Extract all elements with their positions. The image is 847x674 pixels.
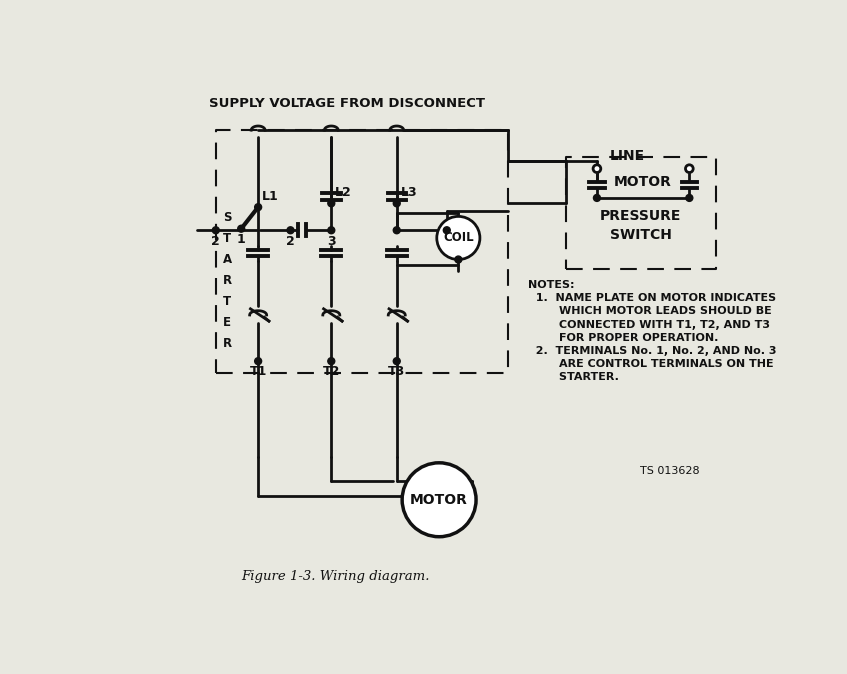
Circle shape xyxy=(455,256,462,263)
Circle shape xyxy=(685,165,693,173)
Text: L1: L1 xyxy=(262,189,279,203)
Text: S
T
A
R
T
E
R: S T A R T E R xyxy=(223,211,232,350)
Text: 3: 3 xyxy=(327,235,335,247)
Text: WHICH MOTOR LEADS SHOULD BE: WHICH MOTOR LEADS SHOULD BE xyxy=(528,307,772,317)
Circle shape xyxy=(437,216,480,259)
Text: COIL: COIL xyxy=(443,231,473,245)
Text: T1: T1 xyxy=(250,365,267,377)
Text: CONNECTED WITH T1, T2, AND T3: CONNECTED WITH T1, T2, AND T3 xyxy=(528,319,770,330)
Circle shape xyxy=(443,226,451,234)
Text: 1: 1 xyxy=(237,233,246,246)
Circle shape xyxy=(594,195,601,202)
Text: L2: L2 xyxy=(335,186,352,199)
Text: MOTOR: MOTOR xyxy=(614,175,672,189)
Circle shape xyxy=(393,358,401,365)
Circle shape xyxy=(393,200,401,207)
Text: PRESSURE
SWITCH: PRESSURE SWITCH xyxy=(601,209,682,243)
Text: 2: 2 xyxy=(286,235,295,247)
Circle shape xyxy=(328,358,335,365)
Text: SUPPLY VOLTAGE FROM DISCONNECT: SUPPLY VOLTAGE FROM DISCONNECT xyxy=(208,96,484,110)
Circle shape xyxy=(255,204,262,210)
Circle shape xyxy=(213,226,219,234)
Text: Figure 1-3. Wiring diagram.: Figure 1-3. Wiring diagram. xyxy=(241,570,429,583)
Text: NOTES:: NOTES: xyxy=(528,280,574,290)
Text: LINE: LINE xyxy=(610,148,645,162)
Text: T2: T2 xyxy=(323,365,340,377)
Text: 1.  NAME PLATE ON MOTOR INDICATES: 1. NAME PLATE ON MOTOR INDICATES xyxy=(528,293,776,303)
Circle shape xyxy=(287,226,294,234)
Text: ARE CONTROL TERMINALS ON THE: ARE CONTROL TERMINALS ON THE xyxy=(528,359,773,369)
Circle shape xyxy=(686,195,693,202)
Text: MOTOR: MOTOR xyxy=(410,493,468,507)
Text: STARTER.: STARTER. xyxy=(528,372,618,382)
Text: 2: 2 xyxy=(212,235,220,247)
Circle shape xyxy=(328,200,335,207)
Circle shape xyxy=(402,463,476,537)
Text: FOR PROPER OPERATION.: FOR PROPER OPERATION. xyxy=(528,333,718,342)
Circle shape xyxy=(328,226,335,234)
Circle shape xyxy=(255,358,262,365)
Circle shape xyxy=(393,226,401,234)
Text: 2.  TERMINALS No. 1, No. 2, AND No. 3: 2. TERMINALS No. 1, No. 2, AND No. 3 xyxy=(528,346,776,356)
Text: TS 013628: TS 013628 xyxy=(640,466,700,475)
Text: L3: L3 xyxy=(401,186,418,199)
Circle shape xyxy=(238,225,245,232)
Text: T3: T3 xyxy=(388,365,406,377)
Circle shape xyxy=(593,165,601,173)
